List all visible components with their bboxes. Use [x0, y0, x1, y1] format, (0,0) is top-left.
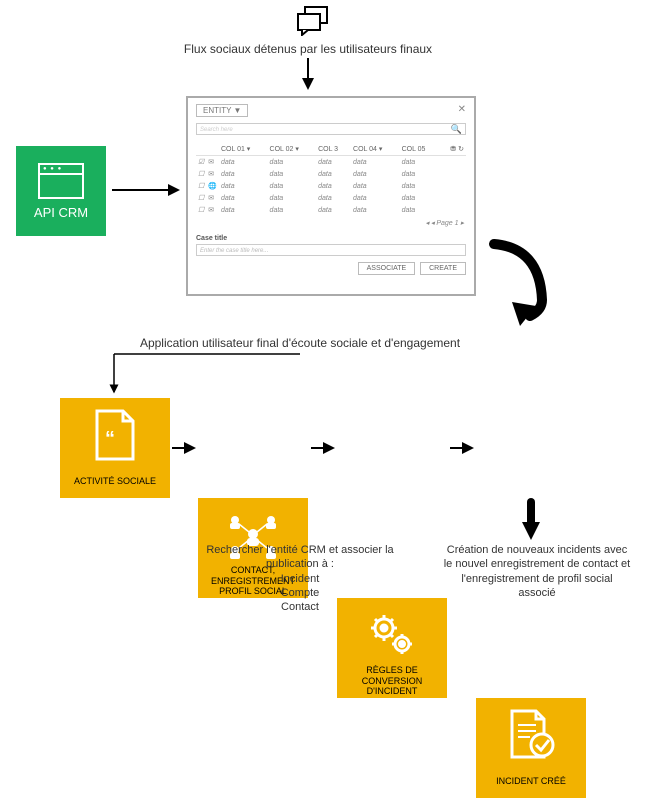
table-cell: data	[351, 192, 400, 204]
ybox-label: ACTIVITÉ SOCIALE	[70, 464, 160, 498]
ybox-label: INCIDENT CRÉÉ	[492, 764, 570, 798]
row-checkbox[interactable]: ☐	[196, 204, 206, 216]
table-cell: data	[268, 156, 317, 169]
col-header[interactable]: COL 01 ▾	[219, 143, 268, 156]
gears-icon	[337, 606, 447, 664]
filter-icon[interactable]: ⛃	[450, 146, 456, 153]
ybox-label: RÈGLES DE CONVERSION D'INCIDENT	[337, 664, 447, 698]
table-cell: data	[316, 156, 351, 169]
table-cell: data	[316, 192, 351, 204]
table-cell: data	[219, 156, 268, 169]
case-title-label: Case title	[196, 235, 466, 242]
arrows-layer	[0, 0, 660, 611]
table-row[interactable]: ☑✉datadatadatadatadata	[196, 156, 466, 169]
table-cell: data	[400, 156, 441, 169]
document-quote-icon: “	[60, 406, 170, 464]
search-icon[interactable]: 🔍	[451, 124, 462, 135]
table-row[interactable]: ☐✉datadatadatadatadata	[196, 168, 466, 180]
row-checkbox[interactable]: ☐	[196, 180, 206, 192]
table-cell: data	[316, 180, 351, 192]
table-cell: data	[316, 204, 351, 216]
table-cell: data	[268, 204, 317, 216]
table-cell: data	[219, 168, 268, 180]
table-cell: data	[219, 204, 268, 216]
bottom-right-caption: Création de nouveaux incidents avec le n…	[442, 543, 632, 600]
table-cell: data	[400, 168, 441, 180]
entity-table: COL 01 ▾ COL 02 ▾ COL 3 COL 04 ▾ COL 05 …	[196, 143, 466, 229]
document-check-icon	[476, 706, 586, 764]
associate-button[interactable]: ASSOCIATE	[358, 262, 416, 275]
bottom-link-caption: Rechercher l'entité CRM et associer la p…	[200, 543, 400, 614]
ybox-activite-sociale: “ ACTIVITÉ SOCIALE	[60, 398, 170, 498]
table-cell: data	[351, 156, 400, 169]
refresh-icon[interactable]: ↻	[458, 146, 464, 153]
ybox-incident-cree: INCIDENT CRÉÉ	[476, 698, 586, 798]
table-row[interactable]: ☐✉datadatadatadatadata	[196, 204, 466, 216]
col-header[interactable]: COL 02 ▾	[268, 143, 317, 156]
table-cell: data	[351, 168, 400, 180]
table-cell: data	[268, 180, 317, 192]
row-type-icon: 🌐	[206, 180, 219, 192]
table-row[interactable]: ☐🌐datadatadatadatadata	[196, 180, 466, 192]
col-header[interactable]: COL 05	[400, 143, 441, 156]
table-row[interactable]: ☐✉datadatadatadatadata	[196, 192, 466, 204]
row-checkbox[interactable]: ☐	[196, 192, 206, 204]
search-input[interactable]: Search here 🔍	[196, 123, 466, 135]
table-cell: data	[219, 180, 268, 192]
row-checkbox[interactable]: ☑	[196, 156, 206, 169]
row-type-icon: ✉	[206, 204, 219, 216]
api-crm-label: API CRM	[34, 205, 88, 220]
row-type-icon: ✉	[206, 156, 219, 169]
svg-text:“: “	[105, 428, 115, 450]
table-cell: data	[316, 168, 351, 180]
mid-caption: Application utilisateur final d'écoute s…	[100, 336, 500, 352]
table-cell: data	[400, 192, 441, 204]
api-crm-box: ● ● ● API CRM	[16, 146, 106, 236]
col-header[interactable]: COL 3	[316, 143, 351, 156]
row-checkbox[interactable]: ☐	[196, 168, 206, 180]
close-icon[interactable]: ✕	[458, 104, 466, 115]
browser-window-icon: ● ● ●	[38, 163, 84, 199]
row-type-icon: ✉	[206, 192, 219, 204]
pagination[interactable]: ◂ ◂ Page 1 ▸	[196, 216, 466, 229]
entity-dropdown[interactable]: ENTITY ▼	[196, 104, 248, 117]
table-cell: data	[400, 204, 441, 216]
row-type-icon: ✉	[206, 168, 219, 180]
table-cell: data	[268, 168, 317, 180]
col-header[interactable]: COL 04 ▾	[351, 143, 400, 156]
entity-dialog: ENTITY ▼ ✕ Search here 🔍 COL 01 ▾ COL 02…	[186, 96, 476, 296]
table-cell: data	[351, 180, 400, 192]
table-cell: data	[268, 192, 317, 204]
table-cell: data	[351, 204, 400, 216]
case-title-input[interactable]: Enter the case title here...	[196, 244, 466, 256]
create-button[interactable]: CREATE	[420, 262, 466, 275]
table-cell: data	[400, 180, 441, 192]
table-cell: data	[219, 192, 268, 204]
